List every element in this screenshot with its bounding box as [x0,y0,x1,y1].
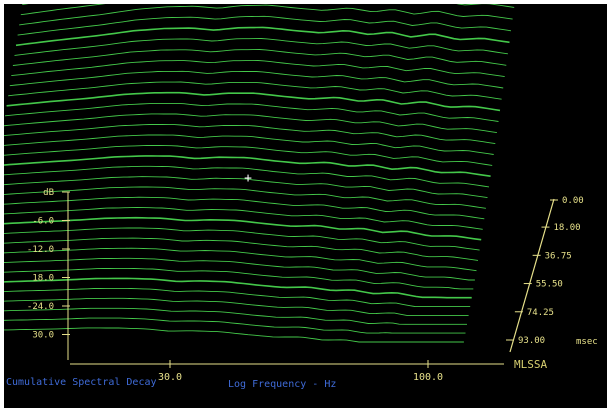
x-tick-label: 100.0 [413,372,443,383]
decay-slice [4,134,494,155]
decay-slice [4,307,467,325]
decay-slice [4,287,471,308]
decay-slice [4,277,472,299]
y-tick-label: -12.0 [27,245,54,255]
decay-slice [8,81,502,100]
decay-slice [4,257,475,281]
z-tick-label: 74.25 [527,308,554,318]
decay-slice [15,26,510,47]
chart-screen: dB -6.0 -12.0 18.0 -24.0 30.0 30.0 100.0 0.00 18.… [4,4,607,408]
waterfall-plot: dB -6.0 -12.0 18.0 -24.0 30.0 30.0 100.0 0.00 18.… [4,4,598,390]
decay-slice [12,49,507,66]
decay-slice-mask [4,327,464,342]
decay-slice [6,91,501,112]
decay-traces [4,4,519,343]
decay-slice [19,4,513,26]
y-tick-label: 18.0 [32,274,54,284]
decay-slice [4,102,499,122]
z-axis-line [509,198,555,353]
z-tick-label: 18.00 [553,223,580,233]
decay-slice [4,247,477,272]
decay-slice [4,207,483,230]
decay-slice [4,327,464,343]
decay-slice [4,144,493,166]
cursor-marker: + [244,171,252,186]
decay-slice [4,176,488,199]
decay-slice [17,15,512,36]
decay-slice [4,186,486,209]
axes: dB -6.0 -12.0 18.0 -24.0 30.0 30.0 100.0 0.00 18.… [27,188,584,383]
decay-slice [14,38,508,56]
y-tick-label: -24.0 [27,302,54,312]
decay-slice [9,70,504,89]
x-tick-label: 30.0 [158,372,182,383]
chart-title: Cumulative Spectral Decay [6,377,157,388]
decay-slice [11,60,505,78]
z-tick-label: 93.00 [518,336,545,346]
decay-slice [4,124,496,145]
y-tick-label: -6.0 [32,217,54,227]
z-tick-label: 36.75 [545,251,572,261]
decay-slice [4,155,491,177]
decay-slice [4,237,479,261]
decay-slice [4,297,469,316]
decay-slice [4,196,485,220]
decay-slice [4,317,466,334]
z-tick-label: 55.50 [536,280,563,290]
brand-label: MLSSA [514,358,547,371]
decay-slice [4,267,474,290]
decay-slice [4,165,490,188]
z-axis-unit: msec [576,337,598,347]
y-tick-label: 30.0 [32,331,54,341]
decay-slice [4,113,497,134]
x-axis-label: Log Frequency - Hz [228,379,336,390]
z-tick-label: 0.00 [562,196,584,206]
y-tick-label: dB [43,188,54,198]
